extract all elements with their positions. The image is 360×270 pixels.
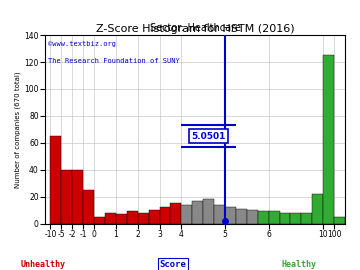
Text: The Research Foundation of SUNY: The Research Foundation of SUNY xyxy=(48,58,180,64)
Bar xyxy=(181,205,192,224)
Bar xyxy=(159,207,171,224)
Y-axis label: Number of companies (670 total): Number of companies (670 total) xyxy=(15,71,22,188)
Title: Z-Score Histogram for HSTM (2016): Z-Score Histogram for HSTM (2016) xyxy=(96,24,294,34)
Bar xyxy=(236,209,247,224)
Text: ©www.textbiz.org: ©www.textbiz.org xyxy=(48,41,116,47)
Bar xyxy=(258,211,269,224)
Text: Unhealthy: Unhealthy xyxy=(21,260,66,269)
Bar xyxy=(72,170,83,224)
Text: Healthy: Healthy xyxy=(281,260,316,269)
Text: Score: Score xyxy=(159,260,186,269)
Bar xyxy=(280,213,291,224)
Bar xyxy=(312,194,323,224)
Bar xyxy=(94,217,105,224)
Bar xyxy=(291,213,301,224)
Text: 5.0501: 5.0501 xyxy=(192,131,226,141)
Bar xyxy=(171,203,181,224)
Bar xyxy=(269,211,280,224)
Bar xyxy=(247,210,258,224)
Bar xyxy=(323,55,334,224)
Bar xyxy=(203,199,214,224)
Bar xyxy=(62,170,72,224)
Bar xyxy=(127,211,138,224)
Bar xyxy=(138,213,149,224)
Bar xyxy=(149,210,159,224)
Bar xyxy=(83,190,94,224)
Bar xyxy=(214,205,225,224)
Text: Sector: Healthcare: Sector: Healthcare xyxy=(149,23,240,33)
Bar xyxy=(192,201,203,224)
Bar xyxy=(301,213,312,224)
Bar xyxy=(225,207,236,224)
Bar xyxy=(105,213,116,224)
Bar xyxy=(116,214,127,224)
Bar xyxy=(50,136,62,224)
Bar xyxy=(334,217,345,224)
